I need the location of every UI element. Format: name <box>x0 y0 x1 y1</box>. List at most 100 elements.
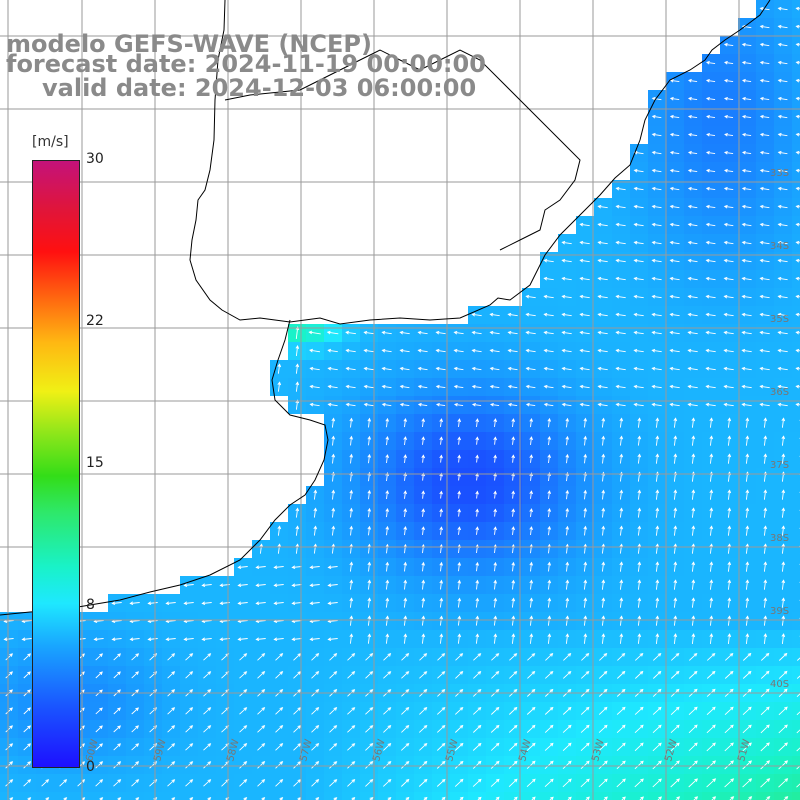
wind-arrow <box>5 725 13 733</box>
latitude-label: 35S <box>770 314 789 325</box>
field-cell <box>252 792 270 800</box>
wind-arrow <box>403 615 408 626</box>
field-cell <box>702 792 720 800</box>
wind-arrow <box>475 508 479 517</box>
wind-arrow <box>760 670 770 679</box>
wind-arrow <box>777 222 788 227</box>
wind-arrow <box>634 724 644 734</box>
wind-arrow <box>580 670 590 679</box>
wind-arrow <box>113 707 121 715</box>
wind-arrow <box>673 417 678 428</box>
wind-arrow <box>651 150 662 155</box>
wind-arrow <box>619 507 624 518</box>
wind-arrow <box>745 435 750 446</box>
wind-arrow <box>724 652 734 661</box>
wind-arrow <box>399 384 410 389</box>
wind-arrow <box>670 652 680 661</box>
wind-arrow <box>675 796 681 800</box>
wind-arrow <box>291 583 302 588</box>
wind-arrow <box>727 453 732 464</box>
wind-arrow <box>291 637 302 642</box>
wind-arrow <box>471 402 482 407</box>
wind-arrow <box>597 402 608 407</box>
wind-arrow <box>367 543 372 554</box>
wind-arrow <box>367 561 372 572</box>
wind-arrow <box>688 670 698 679</box>
wind-arrow <box>597 312 608 317</box>
wind-arrow <box>778 706 788 716</box>
wind-arrow <box>399 366 410 371</box>
wind-arrow <box>727 597 732 608</box>
wind-arrow <box>495 796 500 800</box>
wind-arrow <box>367 525 372 536</box>
wind-arrow <box>561 402 572 407</box>
field-cell <box>792 270 800 288</box>
wind-arrow <box>673 507 678 518</box>
wind-arrow <box>457 454 461 463</box>
wind-arrow <box>327 384 338 389</box>
wind-arrow <box>724 706 734 716</box>
wind-arrow <box>637 453 642 464</box>
field-cell <box>792 18 800 36</box>
wind-arrow <box>687 114 698 119</box>
field-cell <box>792 414 800 432</box>
wind-arrow <box>583 489 588 500</box>
field-cell <box>792 720 800 738</box>
wind-arrow <box>313 525 318 536</box>
wind-arrow <box>544 742 554 751</box>
wind-arrow <box>365 653 374 661</box>
wind-arrow <box>597 258 608 263</box>
wind-arrow <box>547 579 552 590</box>
wind-arrow <box>489 330 500 335</box>
wind-arrow <box>347 778 356 787</box>
wind-arrow <box>723 186 734 191</box>
wind-arrow <box>724 760 734 770</box>
wind-arrow <box>475 615 480 626</box>
wind-arrow <box>706 760 717 770</box>
wind-arrow <box>543 258 554 263</box>
wind-arrow <box>760 652 770 661</box>
wind-arrow <box>203 761 212 769</box>
wind-arrow <box>511 526 516 535</box>
wind-arrow <box>403 525 408 536</box>
wind-arrow <box>583 579 588 590</box>
wind-arrow <box>795 114 800 119</box>
wind-arrow <box>385 417 390 428</box>
field-cell <box>792 36 800 54</box>
wind-arrow <box>711 796 717 800</box>
wind-arrow <box>418 742 428 751</box>
wind-arrow <box>401 671 410 679</box>
wind-arrow <box>727 507 732 518</box>
field-cell <box>306 792 324 800</box>
wind-arrow <box>309 384 320 389</box>
field-cell <box>792 342 800 360</box>
wind-arrow <box>489 366 500 371</box>
wind-arrow <box>651 96 662 101</box>
wind-arrow <box>475 436 480 445</box>
wind-arrow <box>507 330 518 335</box>
field-cell <box>450 792 468 800</box>
wind-arrow <box>5 653 13 661</box>
wind-arrow <box>723 240 734 245</box>
wind-arrow <box>383 671 392 679</box>
wind-arrow <box>706 132 716 137</box>
wind-arrow <box>633 222 644 227</box>
field-cell <box>270 792 288 800</box>
wind-arrow <box>795 96 800 101</box>
wind-arrow <box>633 276 644 281</box>
wind-arrow <box>615 258 626 263</box>
wind-arrow <box>565 525 570 536</box>
latitude-label: 33S <box>770 168 789 179</box>
wind-arrow <box>727 489 732 500</box>
wind-arrow <box>637 579 642 590</box>
wind-arrow <box>583 597 588 608</box>
wind-arrow <box>329 743 338 751</box>
wind-arrow <box>709 561 714 572</box>
wind-arrow <box>759 366 770 371</box>
wind-arrow <box>385 525 390 536</box>
wind-arrow <box>363 330 374 335</box>
wind-arrow <box>327 601 338 606</box>
wind-arrow <box>616 760 626 770</box>
wind-arrow <box>795 24 800 29</box>
wind-arrow <box>621 796 626 800</box>
